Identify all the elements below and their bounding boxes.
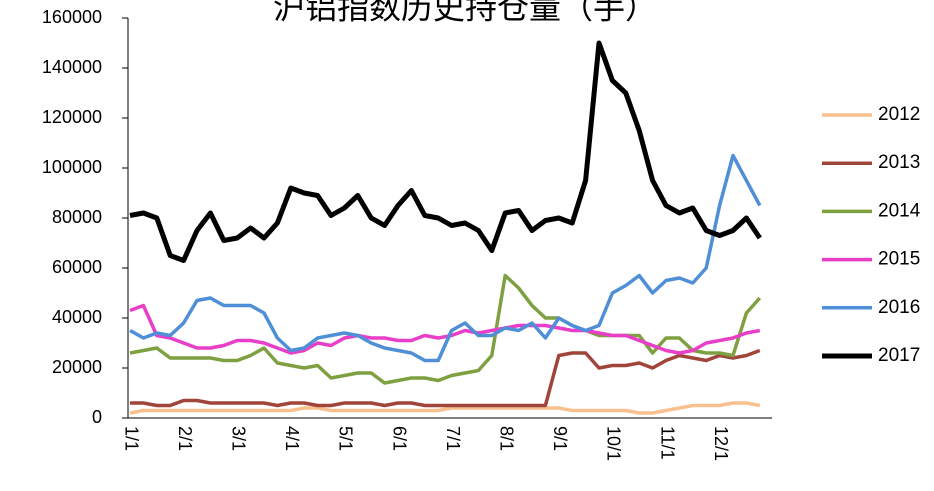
x-tick-label: 4/1 [282,426,302,451]
x-tick-label: 10/1 [604,426,624,461]
series-line [129,273,762,385]
x-tick-label: 2/1 [175,426,195,451]
x-tick-label: 8/1 [496,426,516,451]
series-line [129,40,762,263]
legend-label: 2012 [878,104,920,125]
x-tick-label: 7/1 [443,426,463,451]
series-line [129,303,761,355]
y-tick-label: 160000 [42,7,102,27]
x-tick-label: 11/1 [657,426,677,460]
y-tick-label: 60000 [52,257,102,277]
y-tick-label: 40000 [52,307,102,327]
legend-label: 2015 [878,249,920,270]
x-tick-label: 1/1 [121,426,141,451]
x-tick-label: 5/1 [336,426,356,451]
series-line [130,348,761,408]
legend-label: 2017 [878,345,920,366]
x-tick-label: 12/1 [711,426,731,461]
y-tick-label: 100000 [42,157,102,177]
legend-label: 2016 [878,297,920,318]
x-tick-label: 3/1 [228,426,248,451]
y-tick-label: 0 [92,407,102,427]
y-tick-label: 140000 [42,57,102,77]
legend-label: 2014 [878,200,921,221]
series-line [129,401,761,415]
x-tick-label: 9/1 [550,426,570,451]
series-line [129,153,762,363]
y-tick-label: 20000 [52,357,102,377]
chart-title: 沪铝指数历史持仓量（手） [273,0,657,25]
y-tick-label: 80000 [52,207,102,227]
y-tick-label: 120000 [42,107,102,127]
legend-label: 2013 [878,152,920,173]
x-tick-label: 6/1 [389,426,409,451]
